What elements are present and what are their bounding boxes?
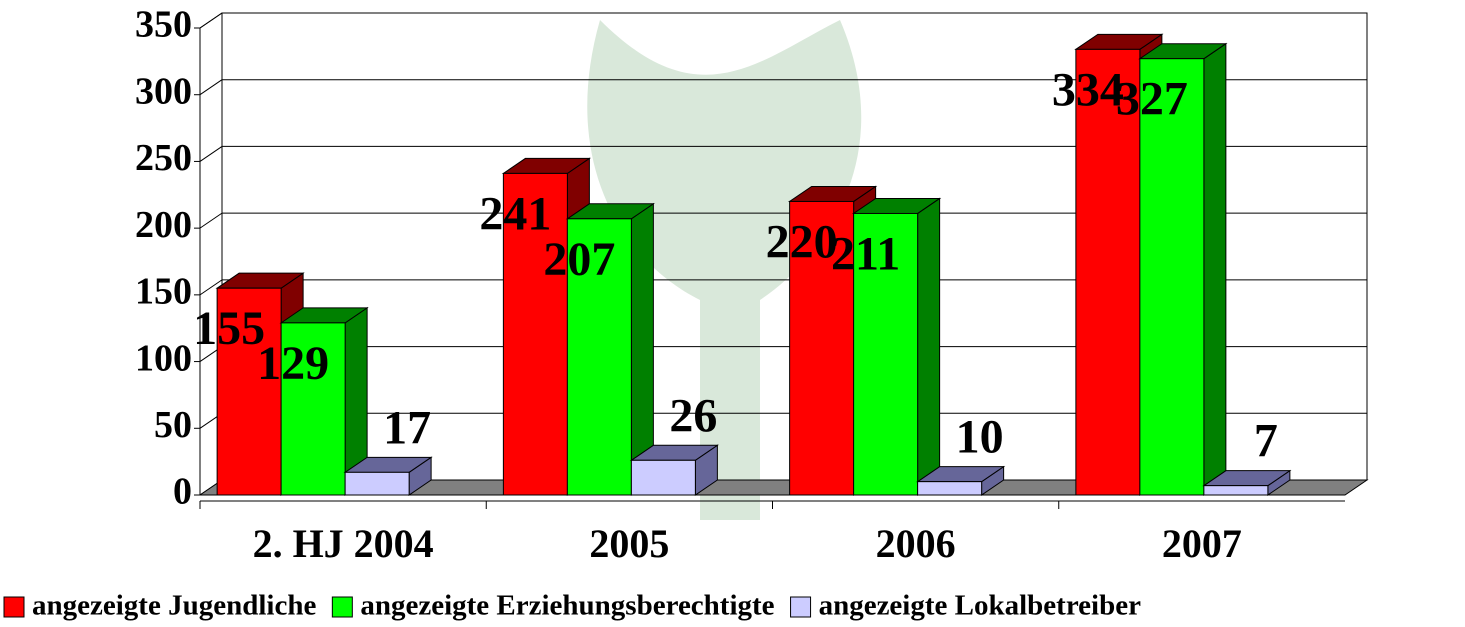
data-label: 10 bbox=[956, 411, 1004, 464]
y-tick-label: 150 bbox=[135, 271, 192, 313]
legend-swatch bbox=[331, 596, 353, 618]
legend-label: angezeigte Jugendliche bbox=[32, 590, 316, 622]
bar bbox=[1075, 48, 1141, 496]
y-tick-label: 300 bbox=[135, 70, 192, 112]
bar bbox=[1203, 485, 1269, 496]
grid-line-side bbox=[199, 79, 223, 96]
bar bbox=[630, 459, 696, 496]
data-label: 7 bbox=[1254, 415, 1278, 468]
grid-line-side bbox=[199, 279, 223, 296]
x-tick-label: 2007 bbox=[1162, 521, 1242, 566]
bar bbox=[1139, 58, 1205, 496]
bar bbox=[917, 481, 983, 496]
data-label: 155 bbox=[193, 302, 265, 355]
data-label: 17 bbox=[383, 401, 431, 454]
bar bbox=[853, 212, 919, 496]
x-tick-label: 2. HJ 2004 bbox=[253, 521, 434, 566]
y-tick-label: 0 bbox=[173, 471, 192, 513]
legend-label: angezeigte Lokalbetreiber bbox=[819, 590, 1142, 622]
y-tick-label: 250 bbox=[135, 137, 192, 179]
data-label: 211 bbox=[831, 227, 900, 280]
bar bbox=[216, 287, 282, 496]
x-tick-label: 2005 bbox=[589, 521, 669, 566]
data-label: 241 bbox=[479, 187, 551, 240]
data-label: 207 bbox=[543, 233, 615, 286]
data-label: 220 bbox=[766, 215, 838, 268]
data-label: 327 bbox=[1116, 73, 1188, 126]
grid-line-side bbox=[199, 146, 223, 162]
watermark bbox=[587, 20, 862, 520]
grid-line-side bbox=[199, 212, 223, 229]
y-tick-label: 200 bbox=[135, 204, 192, 246]
legend-swatch bbox=[790, 596, 812, 618]
bar bbox=[566, 218, 632, 496]
data-label: 334 bbox=[1052, 63, 1124, 116]
bar bbox=[789, 200, 855, 496]
y-tick-label: 350 bbox=[135, 4, 192, 46]
x-tick-label: 2006 bbox=[876, 521, 956, 566]
bar-side bbox=[1203, 42, 1227, 496]
legend-swatch bbox=[3, 596, 25, 618]
data-label: 26 bbox=[669, 389, 717, 442]
grid-line-side bbox=[199, 12, 223, 29]
bar bbox=[344, 471, 410, 496]
bar bbox=[280, 322, 346, 496]
y-tick-label: 100 bbox=[135, 337, 192, 379]
y-tick-label: 50 bbox=[154, 404, 192, 446]
legend-label: angezeigte Erziehungsberechtigte bbox=[360, 590, 774, 622]
bar-side bbox=[917, 197, 941, 496]
bar bbox=[502, 172, 568, 496]
data-label: 129 bbox=[257, 337, 329, 390]
